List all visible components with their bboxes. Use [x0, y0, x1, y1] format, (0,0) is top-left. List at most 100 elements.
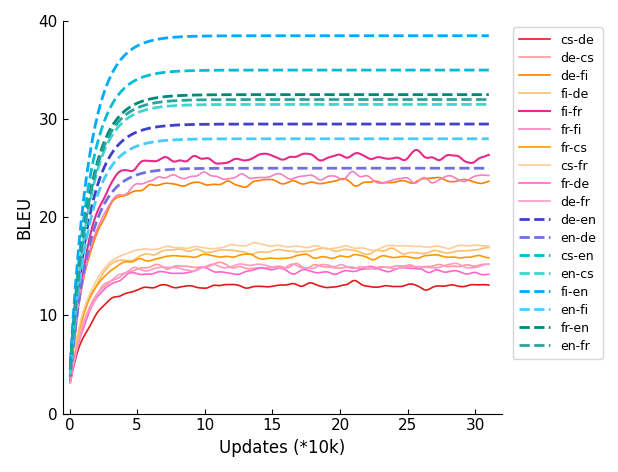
fi-fr [413, 147, 421, 153]
en-fi [266, 136, 273, 142]
de-cs [451, 263, 459, 269]
de-fi [248, 180, 255, 185]
Line: en-de: en-de [70, 168, 489, 377]
Line: en-cs: en-cs [70, 104, 489, 374]
fr-en [198, 92, 205, 98]
en-fi [67, 368, 74, 374]
de-fr [451, 261, 459, 266]
fi-de [485, 244, 493, 250]
fi-fr [248, 156, 255, 161]
fr-cs [485, 255, 493, 261]
Line: de-fi: de-fi [70, 177, 489, 369]
de-cs [250, 266, 257, 271]
Line: fr-en: fr-en [70, 94, 489, 370]
cs-fr [114, 254, 121, 260]
de-fr [67, 380, 74, 386]
cs-fr [485, 243, 493, 249]
de-cs [216, 260, 223, 265]
en-de [266, 165, 273, 171]
fr-en [67, 367, 74, 372]
de-en [198, 121, 205, 127]
Line: en-fr: en-fr [70, 100, 489, 370]
en-fr [450, 97, 457, 102]
de-fr [450, 261, 457, 266]
en-fr [248, 97, 255, 102]
fi-en [198, 33, 205, 39]
fr-fi [451, 175, 459, 181]
cs-de [351, 278, 358, 283]
Legend: cs-de, de-cs, de-fi, fi-de, fi-fr, fr-fi, fr-cs, cs-fr, fr-de, de-fr, de-en, en-: cs-de, de-cs, de-fi, fi-de, fi-fr, fr-fi… [513, 27, 603, 359]
fr-en [266, 92, 273, 97]
X-axis label: Updates (*10k): Updates (*10k) [219, 439, 345, 457]
Line: en-fi: en-fi [70, 139, 489, 371]
fi-en [485, 33, 493, 39]
en-de [67, 374, 74, 379]
Line: de-cs: de-cs [70, 262, 489, 377]
fr-cs [244, 251, 252, 257]
fi-en [266, 33, 273, 39]
fi-de [248, 252, 255, 257]
cs-en [485, 67, 493, 73]
fi-fr [266, 152, 273, 157]
fr-cs [67, 367, 74, 372]
cs-en [114, 93, 121, 99]
en-de [114, 183, 121, 189]
cs-fr [198, 244, 205, 250]
cs-fr [267, 244, 274, 249]
en-cs [198, 102, 205, 108]
fr-cs [180, 253, 188, 259]
en-fr [485, 97, 493, 102]
fi-de [450, 249, 457, 255]
de-en [485, 121, 493, 127]
fr-cs [114, 263, 121, 269]
en-de [248, 165, 255, 171]
de-fi [451, 179, 459, 185]
fr-en [180, 93, 188, 98]
Line: fr-fi: fr-fi [70, 172, 489, 375]
fr-en [450, 92, 457, 97]
fr-de [248, 268, 255, 273]
fr-fi [266, 174, 273, 180]
en-fi [485, 136, 493, 142]
de-cs [198, 264, 205, 270]
en-fi [248, 136, 255, 142]
cs-en [198, 67, 205, 73]
fi-fr [198, 156, 205, 161]
cs-de [180, 284, 188, 289]
en-de [198, 166, 205, 171]
fr-cs [250, 253, 257, 258]
fi-de [114, 258, 121, 263]
fr-en [114, 115, 121, 121]
Line: fi-fr: fi-fr [70, 150, 489, 380]
de-fr [266, 264, 273, 270]
fi-fr [451, 153, 459, 159]
fr-de [367, 263, 375, 269]
cs-de [114, 294, 121, 300]
cs-fr [180, 245, 188, 251]
cs-de [266, 284, 273, 290]
de-fr [180, 267, 188, 272]
fr-fi [248, 176, 255, 181]
en-fr [180, 97, 188, 103]
fi-en [67, 360, 74, 365]
Line: de-fr: de-fr [70, 263, 489, 383]
fi-de [67, 378, 74, 384]
de-fr [485, 261, 493, 267]
de-en [114, 143, 121, 149]
de-en [67, 372, 74, 378]
de-fr [198, 265, 205, 270]
cs-fr [451, 244, 459, 249]
de-fi [114, 194, 121, 200]
fr-de [451, 268, 459, 273]
Y-axis label: BLEU: BLEU [15, 196, 33, 239]
fr-fi [349, 169, 356, 175]
cs-de [248, 284, 255, 290]
de-cs [180, 263, 188, 269]
de-fi [435, 175, 442, 180]
de-cs [267, 265, 274, 270]
cs-fr [248, 240, 255, 246]
fr-fi [114, 192, 121, 198]
de-fi [485, 178, 493, 184]
Line: de-en: de-en [70, 124, 489, 375]
en-cs [248, 101, 255, 107]
